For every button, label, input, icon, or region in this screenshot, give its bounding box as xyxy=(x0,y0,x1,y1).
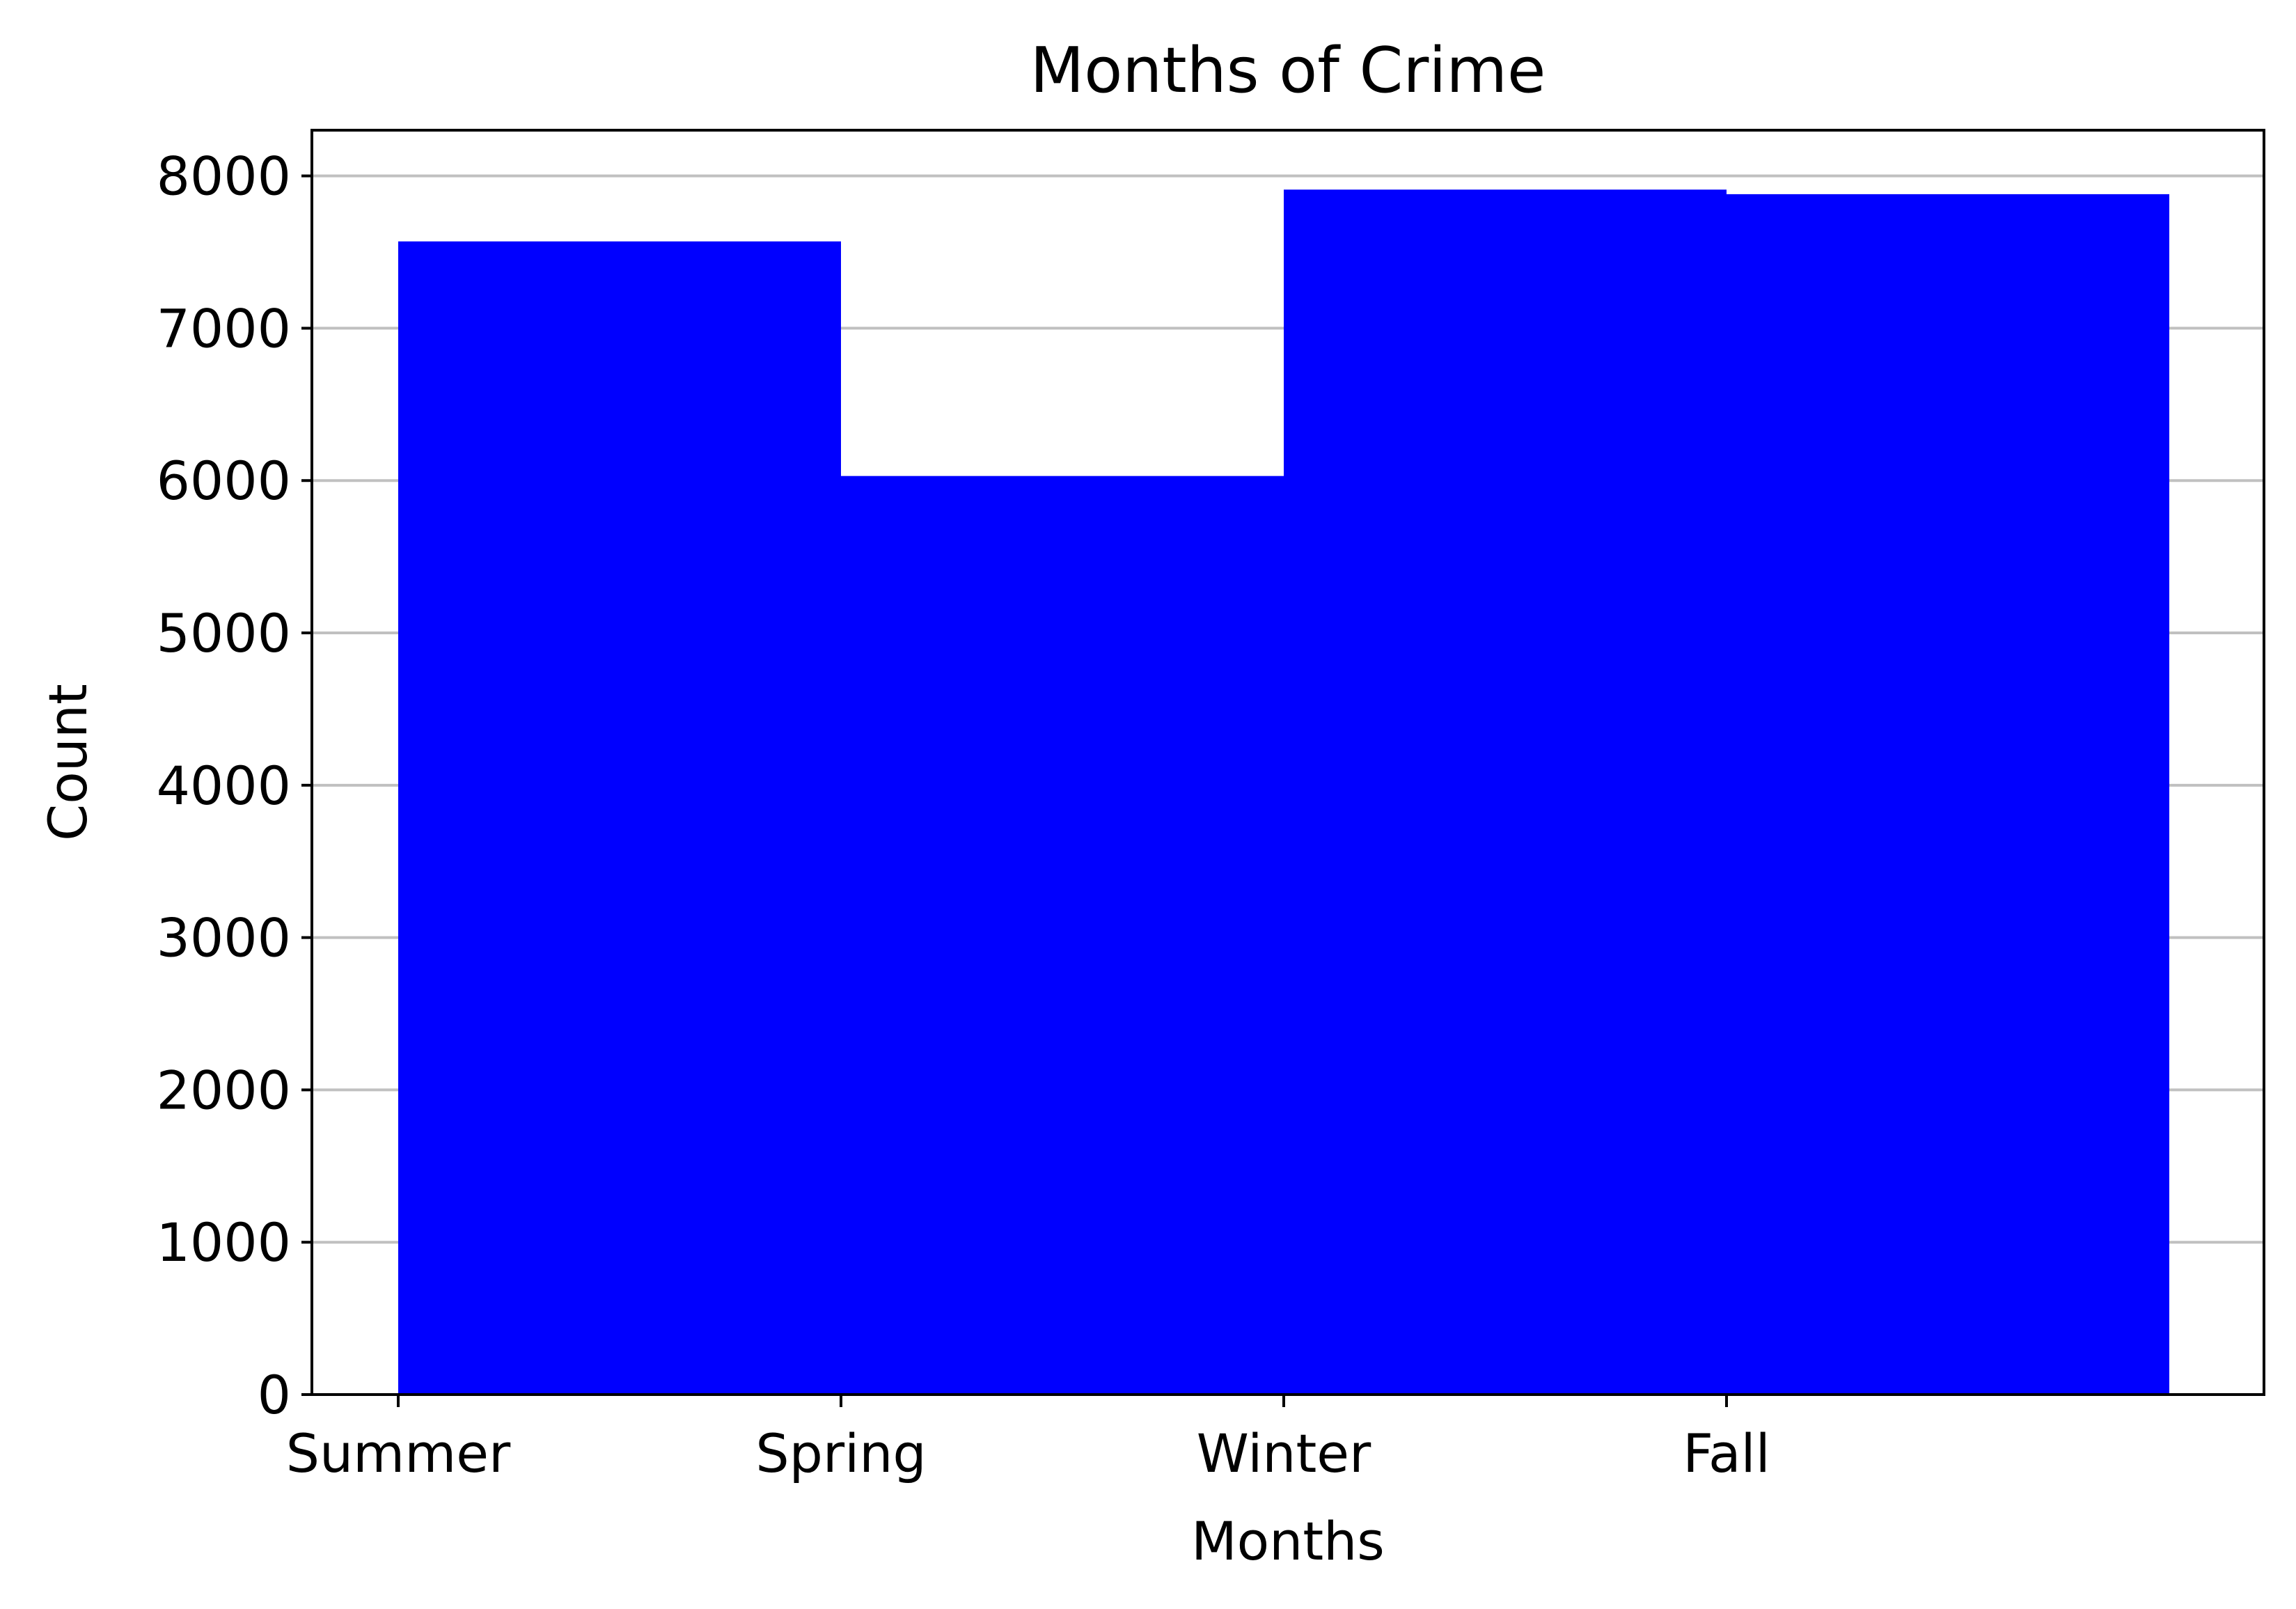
bar-fall xyxy=(1727,194,2169,1395)
bar-summer xyxy=(398,241,841,1395)
bar-winter xyxy=(1284,189,1727,1395)
x-axis-ticks: Summer Spring Winter Fall xyxy=(286,1395,1770,1484)
y-tick-label: 5000 xyxy=(157,602,291,664)
y-tick-label: 2000 xyxy=(157,1059,291,1121)
y-tick-label: 3000 xyxy=(157,907,291,969)
bars xyxy=(398,189,2169,1395)
x-tick-label: Summer xyxy=(286,1422,511,1484)
x-axis-label: Months xyxy=(1191,1510,1385,1572)
y-tick-label: 7000 xyxy=(157,297,291,359)
x-tick-label: Fall xyxy=(1683,1422,1770,1484)
chart-title: Months of Crime xyxy=(1030,34,1546,107)
y-tick-label: 1000 xyxy=(157,1211,291,1273)
y-axis-ticks: 0 1000 2000 3000 4000 5000 6000 7000 8000 xyxy=(157,146,312,1426)
y-tick-label: 8000 xyxy=(157,146,291,207)
bar-spring xyxy=(841,476,1284,1395)
y-tick-label: 4000 xyxy=(157,755,291,817)
y-axis-label: Count xyxy=(37,684,99,841)
x-tick-label: Winter xyxy=(1197,1422,1371,1484)
y-tick-label: 0 xyxy=(258,1364,291,1426)
x-tick-label: Spring xyxy=(755,1422,926,1484)
plot-frame xyxy=(310,129,2265,1396)
y-tick-label: 6000 xyxy=(157,450,291,512)
